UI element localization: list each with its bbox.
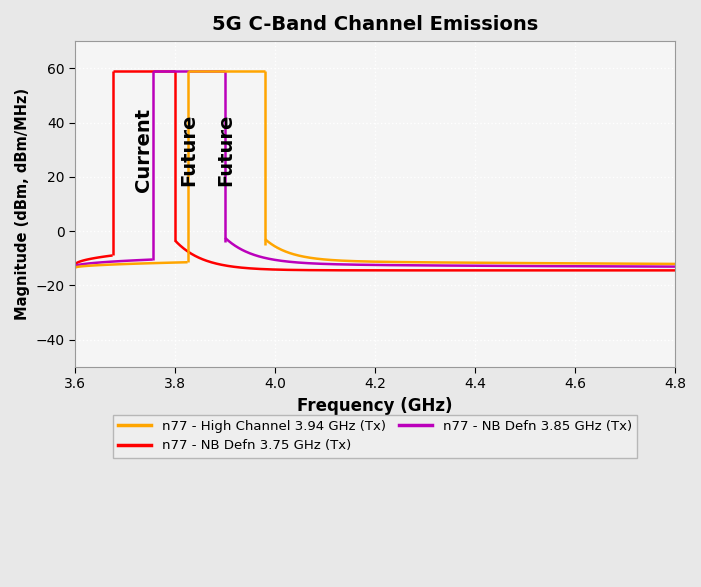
X-axis label: Frequency (GHz): Frequency (GHz) (297, 397, 453, 414)
Text: Current: Current (134, 107, 153, 192)
Title: 5G C-Band Channel Emissions: 5G C-Band Channel Emissions (212, 15, 538, 34)
Y-axis label: Magnitude (dBm, dBm/MHz): Magnitude (dBm, dBm/MHz) (15, 88, 30, 320)
Legend: n77 - High Channel 3.94 GHz (Tx), n77 - NB Defn 3.75 GHz (Tx), n77 - NB Defn 3.8: n77 - High Channel 3.94 GHz (Tx), n77 - … (113, 414, 637, 458)
Text: Future: Future (217, 113, 236, 186)
Text: Future: Future (179, 113, 198, 186)
